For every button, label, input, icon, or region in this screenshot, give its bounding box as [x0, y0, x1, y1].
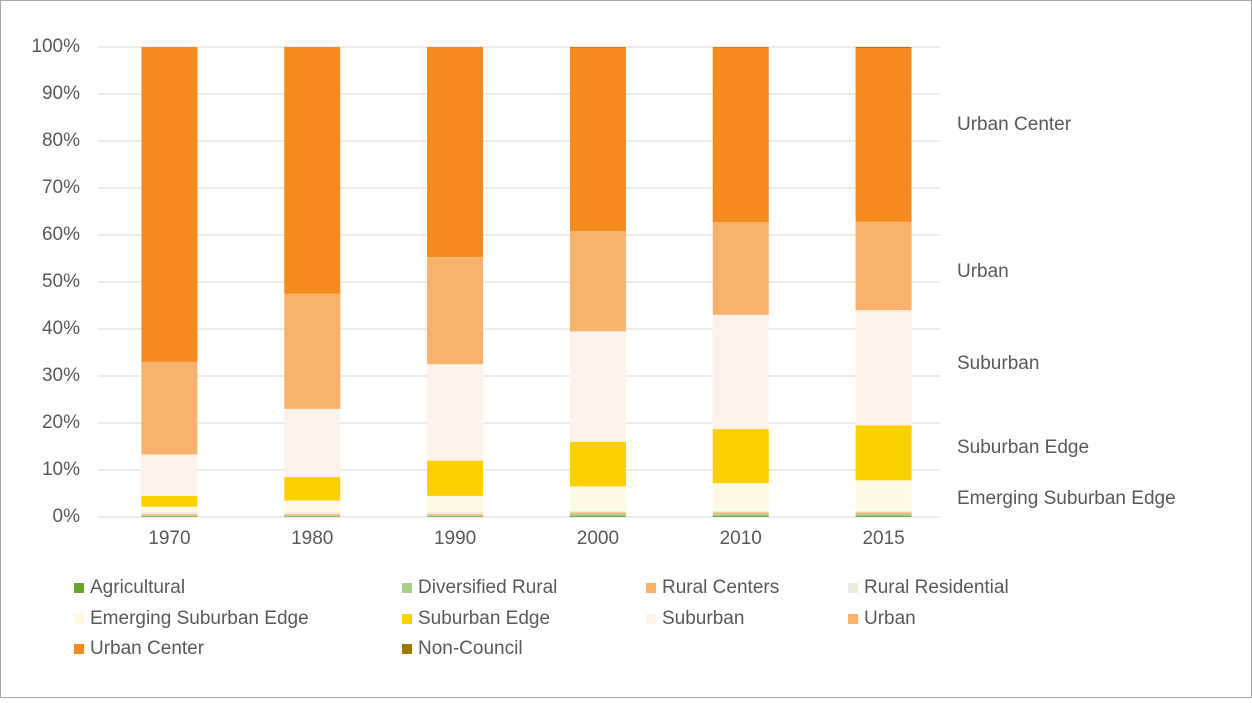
bar-segment [427, 461, 483, 496]
y-tick-label: 30% [42, 365, 80, 386]
y-tick-label: 20% [42, 412, 80, 433]
bar-segment [284, 294, 340, 409]
bar-segment [713, 47, 769, 222]
bar-segment [284, 514, 340, 515]
annotation: Suburban [957, 353, 1039, 374]
bar-segment [570, 331, 626, 441]
annotation: Suburban Edge [957, 437, 1089, 458]
bar-segment [141, 47, 197, 362]
legend-swatch [402, 644, 412, 654]
bar-segment [284, 512, 340, 514]
y-tick-label: 100% [31, 36, 80, 57]
bar-segment [141, 454, 197, 495]
x-tick-label: 1980 [291, 528, 333, 549]
bar-segment [284, 409, 340, 477]
x-tick-label: 1970 [148, 528, 190, 549]
y-tick-label: 90% [42, 83, 80, 104]
legend-label: Urban Center [90, 638, 205, 659]
bar-segment [856, 48, 912, 222]
bar-segment [284, 47, 340, 294]
x-tick-label: 2015 [862, 528, 904, 549]
bar-segment [141, 362, 197, 455]
legend-swatch [402, 583, 412, 593]
legend-swatch [848, 583, 858, 593]
bar-segment [570, 47, 626, 231]
legend-swatch [646, 614, 656, 624]
legend-swatch [402, 614, 412, 624]
legend-label: Non-Council [418, 638, 523, 659]
legend-swatch [74, 644, 84, 654]
bar-segment [856, 222, 912, 310]
annotation: Emerging Suburban Edge [957, 488, 1176, 509]
legend-label: Urban [864, 608, 916, 629]
bar-segment [856, 516, 912, 517]
legend-label: Rural Centers [662, 577, 779, 598]
bar-segment [856, 47, 912, 48]
bar-segment [570, 511, 626, 512]
bar-segment [713, 514, 769, 516]
bar-segment [570, 516, 626, 517]
bar-segment [856, 425, 912, 480]
legend-label: Emerging Suburban Edge [90, 608, 309, 629]
bar-segment [427, 514, 483, 515]
bar-segment [427, 512, 483, 514]
legend-swatch [646, 583, 656, 593]
y-tick-label: 0% [53, 506, 81, 527]
bar-segment [713, 483, 769, 511]
annotation: Urban [957, 261, 1009, 282]
bar-segment [570, 512, 626, 513]
y-tick-label: 40% [42, 318, 80, 339]
bar-segment [284, 516, 340, 517]
bar-segment [427, 47, 483, 257]
legend-swatch [74, 583, 84, 593]
legend-label: Suburban [662, 608, 744, 629]
bar-segment [856, 480, 912, 511]
bar-segment [713, 511, 769, 512]
bar-segment [570, 231, 626, 331]
bar-segment [141, 507, 197, 513]
bar-segment [570, 442, 626, 487]
bar-segment [570, 514, 626, 516]
bar-segment [713, 516, 769, 517]
bar-segment [141, 496, 197, 507]
legend-label: Diversified Rural [418, 577, 557, 598]
bar-segment [141, 512, 197, 514]
y-tick-label: 50% [42, 271, 80, 292]
y-tick-label: 60% [42, 224, 80, 245]
x-tick-label: 1990 [434, 528, 476, 549]
bar-segment [427, 257, 483, 364]
bar-segment [284, 501, 340, 513]
bar-segment [856, 310, 912, 425]
legend-label: Suburban Edge [418, 608, 550, 629]
x-tick-label: 2000 [577, 528, 619, 549]
y-tick-label: 80% [42, 130, 80, 151]
legend-swatch [848, 614, 858, 624]
legend-label: Agricultural [90, 577, 185, 598]
bar-segment [141, 516, 197, 517]
bar-segment [427, 516, 483, 517]
y-tick-label: 70% [42, 177, 80, 198]
bar-segment [141, 514, 197, 515]
annotation: Urban Center [957, 114, 1072, 135]
legend-swatch [74, 614, 84, 624]
bar-segment [284, 477, 340, 501]
bar-segment [427, 364, 483, 460]
bar-segment [856, 514, 912, 516]
bar-segment [713, 512, 769, 513]
bar-segment [856, 511, 912, 512]
bar-segment [856, 512, 912, 513]
bar-segment [713, 315, 769, 429]
bar-segment [570, 486, 626, 510]
bar-segment [713, 429, 769, 483]
bar-segment [713, 222, 769, 315]
y-tick-label: 10% [42, 459, 80, 480]
bar-segment [427, 496, 483, 512]
x-tick-label: 2010 [720, 528, 762, 549]
legend-label: Rural Residential [864, 577, 1009, 598]
